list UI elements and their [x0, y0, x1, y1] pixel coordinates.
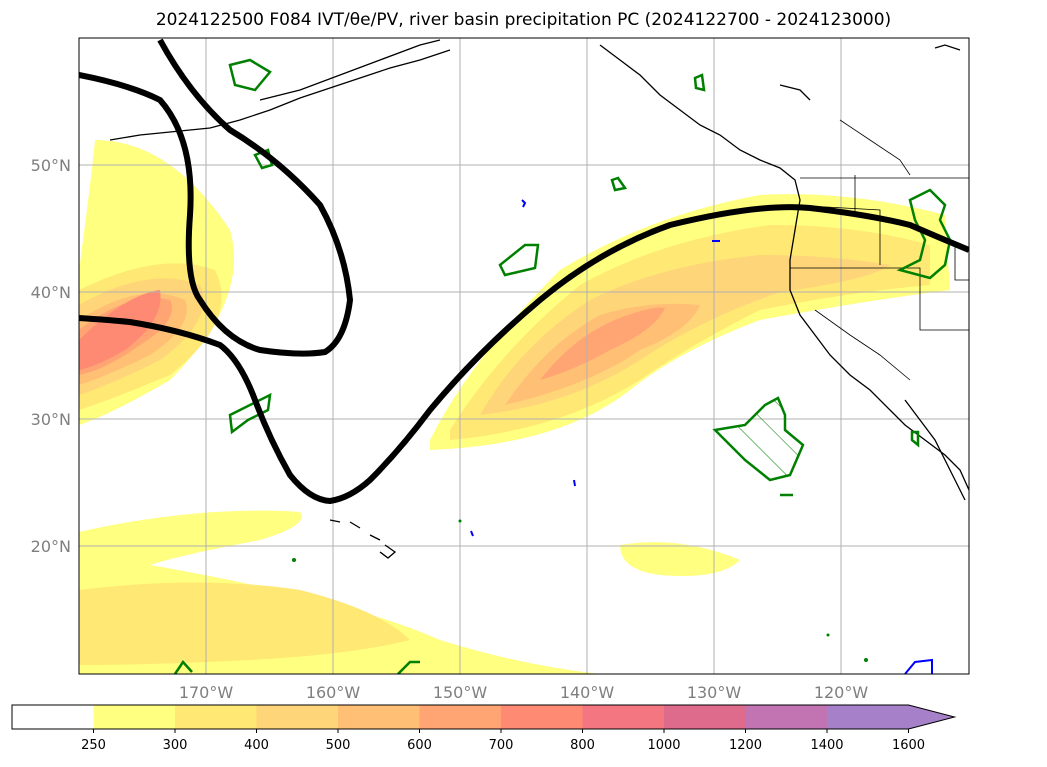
lon-label-150w: 150°W — [433, 683, 488, 700]
colorbar-segment — [827, 705, 909, 729]
colorbar-segments — [11, 704, 957, 733]
colorbar-segment — [12, 705, 94, 729]
lon-label-140w: 140°W — [560, 683, 615, 700]
colorbar-segment — [582, 705, 665, 729]
colorbar-tick-label: 1000 — [647, 738, 680, 753]
colorbar-tick-label: 600 — [407, 738, 432, 753]
colorbar-segment — [338, 705, 420, 729]
colorbar-segment — [256, 705, 339, 729]
political-borders — [789, 119, 969, 381]
colorbar-labels: 250 300 400 500 600 700 800 1000 1200 1400 1600 — [81, 738, 925, 753]
colorbar-extend-arrow — [908, 705, 955, 729]
lat-label-20: 20°N — [31, 537, 71, 556]
colorbar-tick-label: 1200 — [729, 738, 762, 753]
colorbar-segment — [745, 705, 828, 729]
lat-label-50: 50°N — [31, 156, 71, 175]
colorbar-tick-label: 500 — [326, 738, 351, 753]
colorbar-segment — [93, 705, 176, 729]
island-dots — [292, 519, 868, 662]
ivt-shading — [79, 140, 950, 674]
colorbar-segment — [664, 705, 746, 729]
grid-lines — [79, 38, 969, 674]
colorbar-segment — [419, 705, 502, 729]
colorbar-tick-label: 800 — [570, 738, 595, 753]
colorbar-segment — [501, 705, 583, 729]
colorbar-tick-label: 300 — [163, 738, 188, 753]
colorbar-tick-label: 250 — [81, 738, 106, 753]
map-title: 2024122500 F084 IVT/θe/PV, river basin p… — [155, 10, 892, 30]
coastlines — [109, 39, 969, 559]
map-frame — [78, 37, 970, 675]
colorbar-tick-label: 700 — [489, 738, 514, 753]
colorbar-tick-label: 400 — [244, 738, 269, 753]
colorbar-tick-label: 1400 — [810, 738, 843, 753]
precip-pc-contours — [173, 58, 952, 674]
colorbar-tick-label: 1600 — [892, 738, 925, 753]
theta-e-contours — [470, 199, 933, 674]
lon-label-130w: 130°W — [687, 683, 742, 700]
map-panel: 50°N 40°N 30°N 20°N 170°W 160°W 150°W 14… — [31, 37, 970, 700]
lat-label-40: 40°N — [31, 283, 71, 302]
colorbar-segment — [175, 705, 257, 729]
lon-label-170w: 170°W — [179, 683, 234, 700]
pv-contours — [79, 38, 969, 505]
lat-label-30: 30°N — [31, 410, 71, 429]
colorbar-outline — [11, 704, 957, 730]
lon-label-120w: 120°W — [814, 683, 869, 700]
lon-label-160w: 160°W — [306, 683, 361, 700]
